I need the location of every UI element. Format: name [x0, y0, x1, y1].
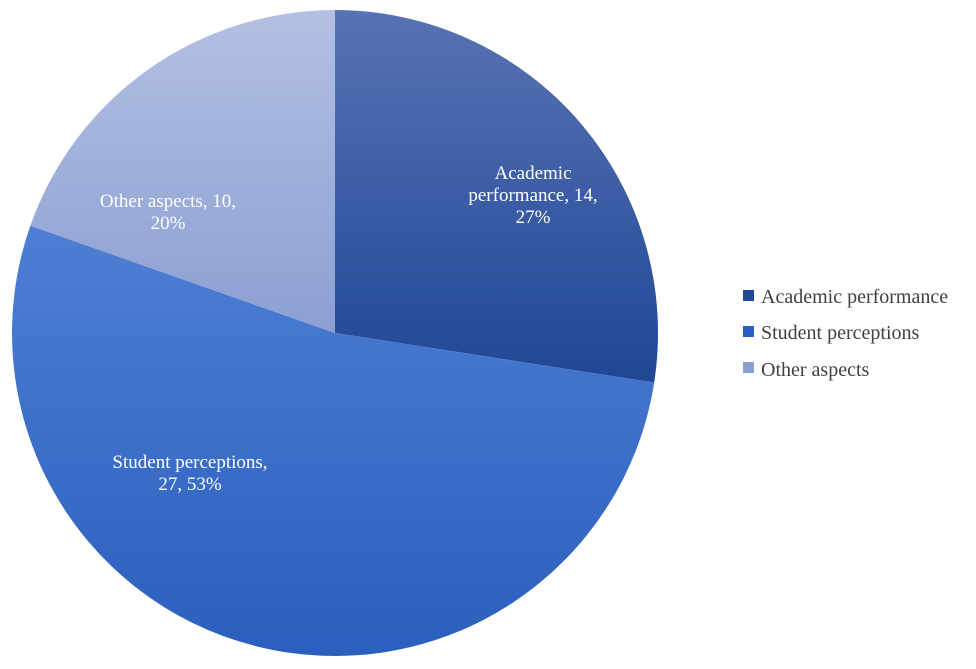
legend-swatch-academic-performance	[743, 290, 754, 301]
legend-label-academic-performance: Academic performance	[761, 286, 948, 308]
legend-item-academic-performance: Academic performance	[743, 286, 948, 308]
slice-label-academic-performance: Academic performance, 14, 27%	[468, 163, 597, 228]
legend-item-other-aspects: Other aspects	[743, 359, 870, 381]
legend: Academic performance Student perceptions…	[743, 286, 948, 381]
slice-label-student-perceptions: Student perceptions, 27, 53%	[112, 452, 267, 495]
pie-slice-academic-performance	[335, 10, 658, 383]
legend-item-student-perceptions: Student perceptions	[743, 322, 920, 344]
legend-swatch-other-aspects	[743, 362, 754, 373]
pie-slice-student-perceptions	[11, 225, 655, 657]
legend-label-other-aspects: Other aspects	[761, 359, 870, 381]
slice-labels: Academic performance, 14, 27% Student perce…	[100, 163, 598, 495]
legend-swatch-student-perceptions	[743, 326, 754, 337]
legend-label-student-perceptions: Student perceptions	[761, 322, 920, 344]
pie-slices	[11, 10, 658, 657]
pie-slice-other-aspects	[30, 10, 336, 333]
slice-label-other-aspects: Other aspects, 10, 20%	[100, 191, 236, 234]
